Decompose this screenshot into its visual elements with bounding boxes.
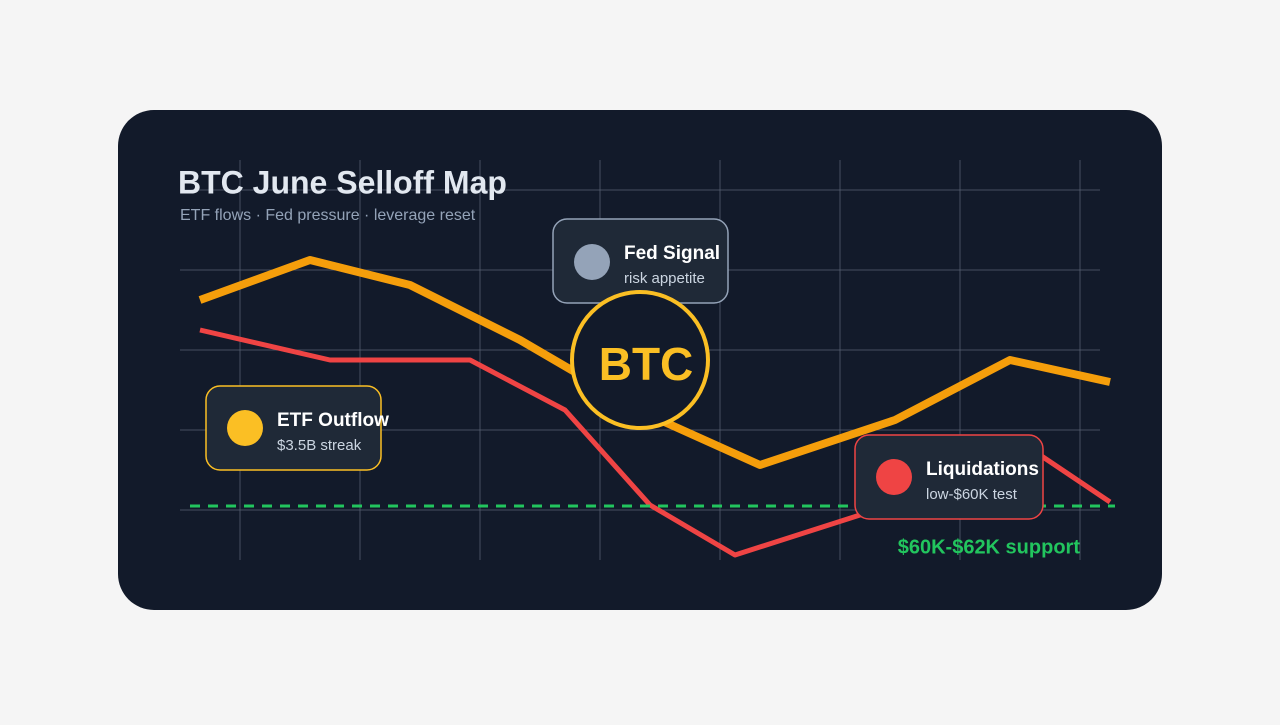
card-dot — [574, 244, 610, 280]
card-box — [854, 434, 1044, 520]
title: BTC June Selloff Map — [178, 164, 507, 200]
support-label: $60K-$62K support — [898, 536, 1081, 558]
card-detail: low-$60K test — [926, 486, 1018, 503]
card-box — [205, 385, 382, 471]
card-title: Fed Signal — [624, 243, 720, 264]
btc-badge: BTC — [570, 290, 710, 430]
badge-label: BTC — [599, 338, 694, 390]
card-detail: $3.5B streak — [277, 437, 362, 454]
etf-card: ETF Outflow $3.5B streak — [205, 385, 389, 471]
subtitle: ETF flows · Fed pressure · leverage rese… — [180, 207, 476, 224]
card-dot — [876, 459, 912, 495]
card-title: Liquidations — [926, 459, 1039, 480]
card-dot — [227, 410, 263, 446]
liquidations-card: Liquidations low-$60K test — [854, 434, 1044, 520]
card-title: ETF Outflow — [277, 410, 389, 431]
fed-card: Fed Signal risk appetite — [552, 218, 729, 304]
badge-circle — [570, 290, 710, 430]
card-detail: risk appetite — [624, 270, 705, 287]
